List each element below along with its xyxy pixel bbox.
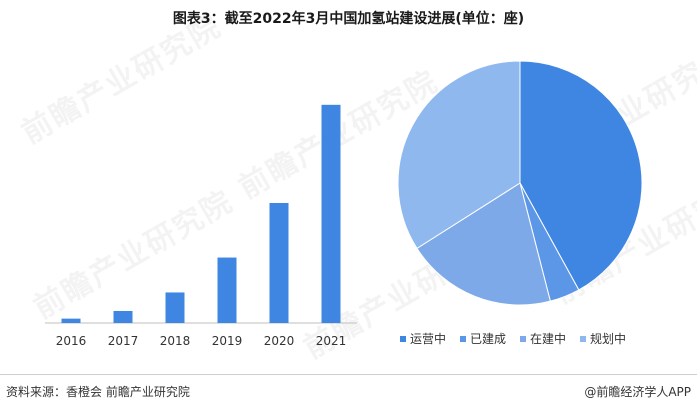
footer-divider <box>0 374 697 375</box>
legend-label: 已建成 <box>470 332 507 346</box>
pie-slice-2 <box>416 182 551 306</box>
bar-chart: 2016 2017 2018 2019 2020 2021 <box>45 104 357 348</box>
bar-2021 <box>321 104 341 324</box>
x-tick-label-2016: 2016 <box>56 334 87 348</box>
legend-item-3: 规划中 <box>580 330 626 347</box>
bar-2019 <box>217 257 237 323</box>
legend-label: 规划中 <box>590 332 627 346</box>
x-tick-label-2018: 2018 <box>160 334 191 348</box>
x-tick-label-2021: 2021 <box>316 334 347 348</box>
pie-chart <box>397 60 643 306</box>
legend-swatch <box>580 335 587 342</box>
legend-swatch <box>400 335 406 342</box>
legend-item-2: 在建中 <box>520 330 566 347</box>
x-tick-label-2020: 2020 <box>264 334 295 348</box>
pie-slice-0 <box>519 60 643 291</box>
bar-2017 <box>113 311 133 323</box>
legend-label: 在建中 <box>530 332 567 346</box>
legend-swatch <box>520 335 527 342</box>
x-tick-label-2019: 2019 <box>212 334 243 348</box>
legend-label: 运营中 <box>410 332 447 346</box>
bar-2018 <box>165 292 185 323</box>
pie-legend: 运营中 已建成 在建中 规划中 <box>400 330 626 347</box>
source-note: 资料来源：香橙会 前瞻产业研究院 <box>6 385 190 399</box>
chart-title: 图表3：截至2022年3月中国加氢站建设进展(单位：座) <box>172 11 525 27</box>
legend-item-0: 运营中 <box>400 330 446 347</box>
pie-slice-3 <box>397 60 521 250</box>
bar-2020 <box>269 203 289 323</box>
brand-label: @前瞻经济学人APP <box>584 385 691 399</box>
bar-2016 <box>61 318 81 323</box>
x-tick-label-2017: 2017 <box>108 334 139 348</box>
legend-item-1: 已建成 <box>460 330 506 347</box>
legend-swatch <box>460 335 467 342</box>
